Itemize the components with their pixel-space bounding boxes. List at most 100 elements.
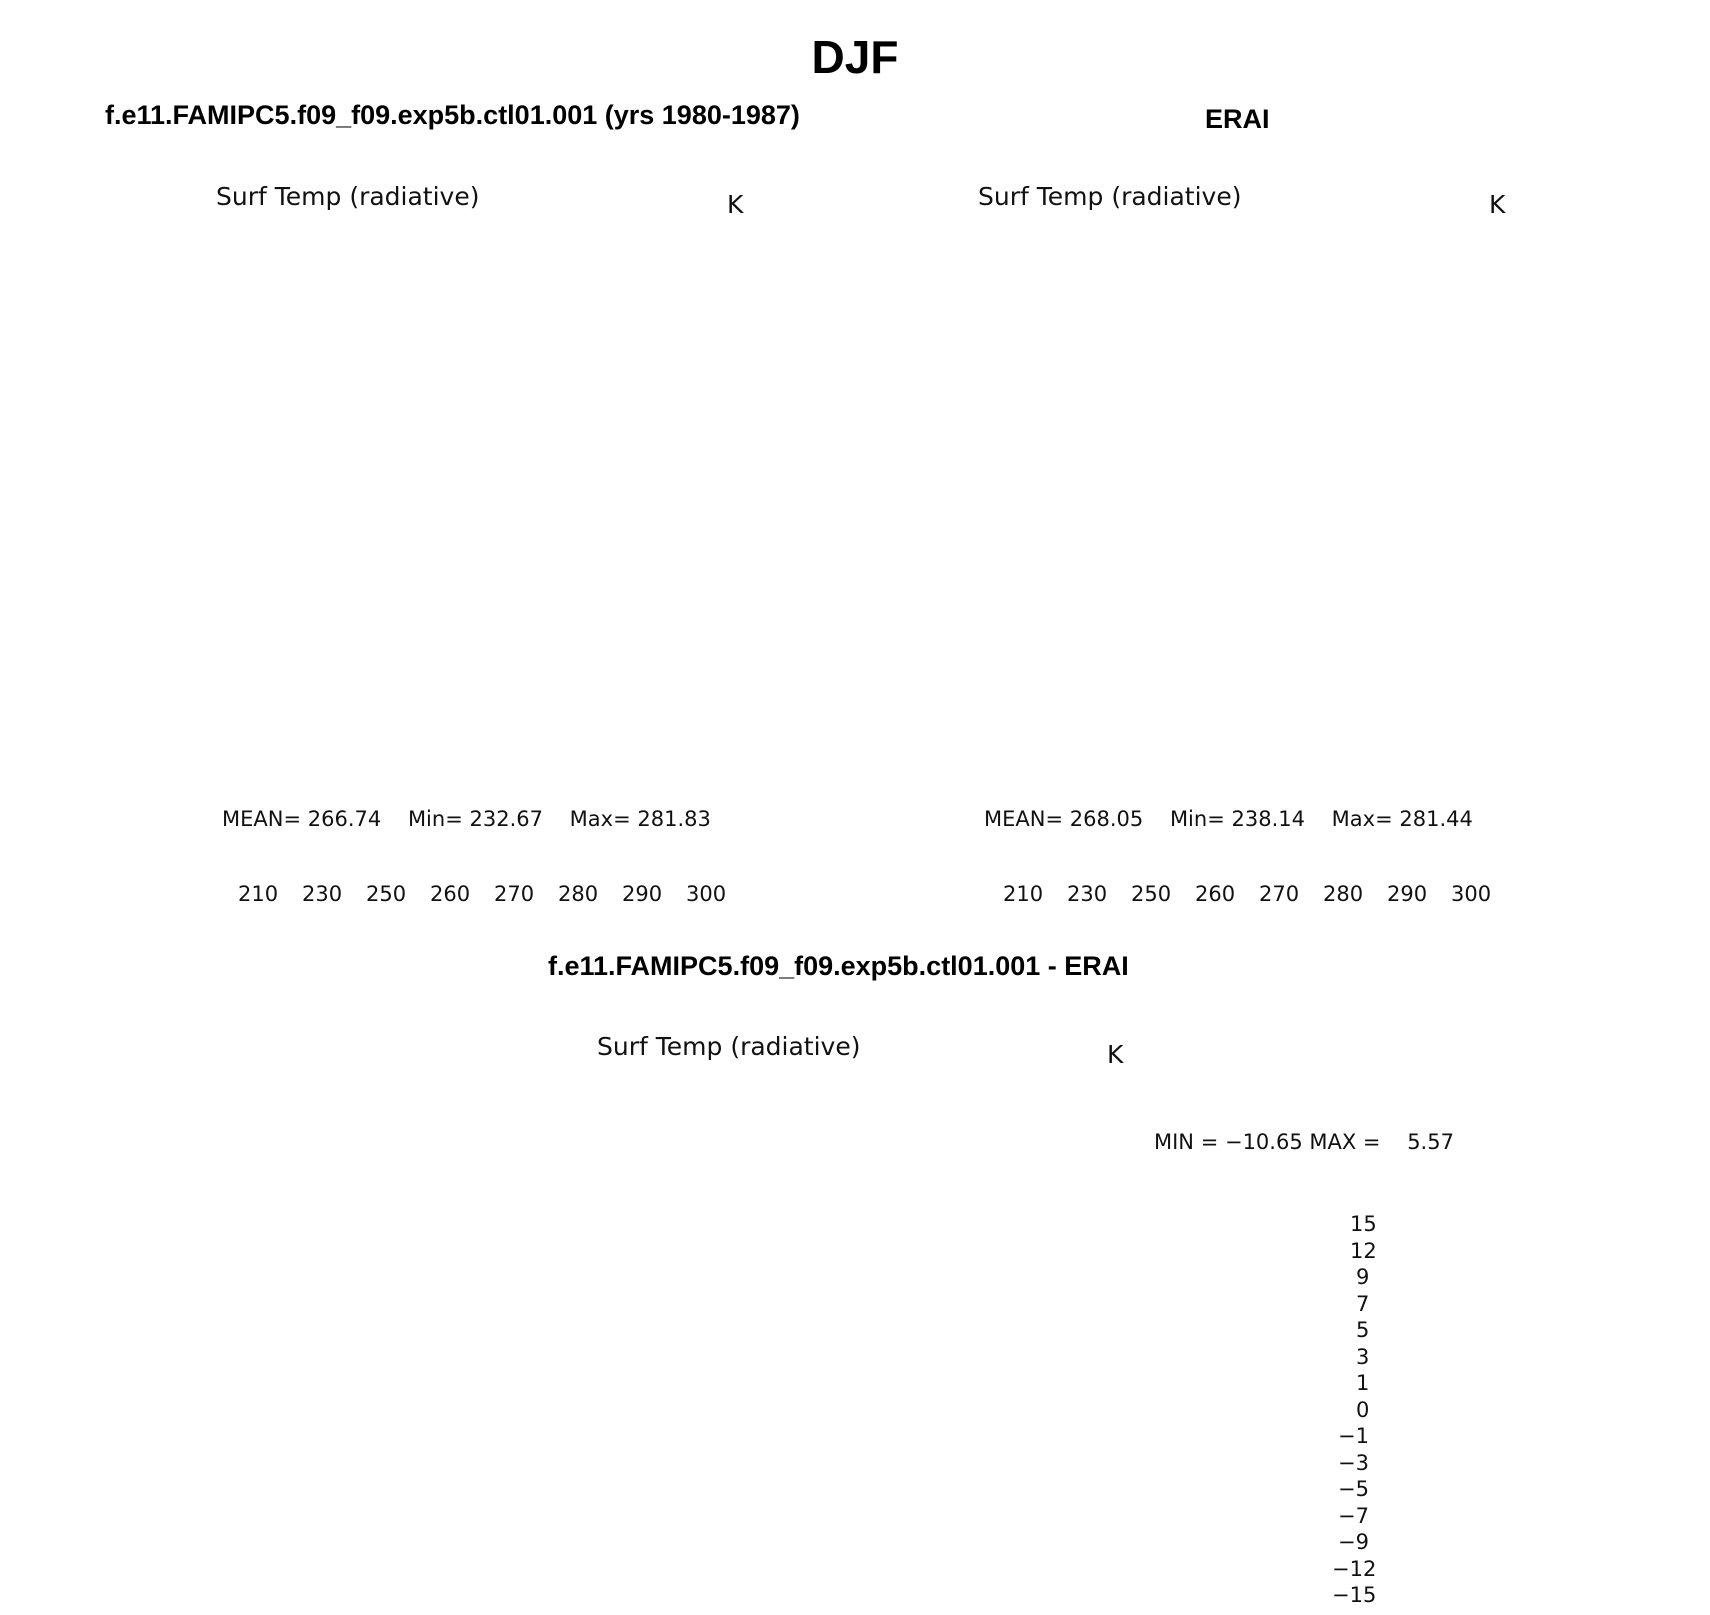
colorbar-swatch	[610, 848, 644, 875]
panel2-tick: 210	[1003, 882, 1044, 906]
panel2-antarctica-zone-250	[1207, 390, 1379, 609]
panel2-map	[984, 243, 1508, 767]
panel3-tick: 12	[1350, 1239, 1377, 1263]
panel2-min-label: Min=	[1169, 807, 1225, 831]
colorbar-swatch	[1272, 1580, 1332, 1607]
panel2-tick: 290	[1387, 882, 1428, 906]
panel2-antarctica-zone-255	[1151, 382, 1392, 622]
panel3-antarctica-zone-m1	[694, 1209, 1038, 1479]
panel3-colorbar	[1272, 1199, 1332, 1607]
colorbar-swatch	[1272, 1402, 1332, 1429]
panel3-tick: −12	[1332, 1557, 1377, 1581]
panel3-map-border	[603, 1095, 1129, 1615]
colorbar-swatch	[991, 848, 1025, 875]
panel2-ocean-band	[992, 245, 1503, 730]
panel3-tick: 0	[1356, 1398, 1370, 1422]
panel1-coastline	[311, 360, 660, 650]
panel1-min-value: 232.67	[469, 807, 543, 831]
panel3-peninsula-negative	[700, 1240, 790, 1297]
colorbar-swatch	[1183, 848, 1217, 875]
colorbar-swatch	[1272, 1504, 1332, 1531]
panel3-antarctica-zone-m3	[711, 1223, 1019, 1466]
colorbar-swatch	[1023, 848, 1057, 875]
colorbar-swatch	[1343, 848, 1377, 875]
colorbar-swatch	[1272, 1554, 1332, 1582]
panel1-ocean-band	[230, 245, 741, 730]
colorbar-swatch	[514, 848, 548, 875]
panel3-interior-min	[855, 1300, 875, 1360]
panel1-stats: MEAN= 266.74 Min= 232.67 Max= 281.83	[222, 807, 711, 831]
panel3-ocean-negative-west	[604, 1147, 700, 1240]
colorbar-swatch	[1311, 848, 1345, 875]
panel2-tick: 230	[1067, 882, 1108, 906]
panel2-mean-label: MEAN=	[984, 807, 1064, 831]
panel3-tick: −15	[1332, 1583, 1377, 1607]
panel2-max-value: 281.44	[1399, 807, 1473, 831]
panel3-tick: −1	[1338, 1424, 1369, 1448]
panel3-coastline	[693, 1213, 1042, 1503]
colorbar-swatch	[1279, 848, 1313, 875]
panel2-header: ERAI	[1205, 104, 1270, 134]
panel2-antarctica-coastal	[1107, 361, 1421, 649]
colorbar-swatch	[450, 848, 484, 875]
panel1-map	[222, 243, 746, 767]
panel1-antarctica-zone-260	[361, 374, 643, 634]
panel1-units-label: K	[727, 190, 744, 219]
panel2-mean-value: 268.05	[1069, 807, 1144, 831]
panel1-peninsula	[312, 378, 360, 430]
panel2-coastline	[1073, 360, 1422, 650]
panel1-antarctica-zone-255	[424, 385, 627, 620]
panel3-header: f.e11.FAMIPC5.f09_f09.exp5b.ctl01.001 - …	[548, 951, 1129, 981]
panel3-tick: −9	[1338, 1530, 1369, 1554]
panel3-tick: 7	[1356, 1292, 1370, 1316]
colorbar-swatch	[1247, 848, 1281, 875]
panel2-tick: 280	[1323, 882, 1364, 906]
colorbar-swatch	[1272, 1377, 1332, 1404]
panel1-antarctica-coastal	[345, 361, 659, 649]
colorbar-swatch	[418, 848, 452, 875]
colorbar-swatch	[290, 848, 324, 875]
panel3-variable-label: Surf Temp (radiative)	[597, 1032, 861, 1061]
colorbar-swatch	[1272, 1351, 1332, 1379]
panel1-ocean-hotspot-south	[400, 753, 580, 767]
panel2-units-label: K	[1489, 190, 1506, 219]
colorbar-swatch	[226, 848, 260, 875]
panel1-mean-label: MEAN=	[222, 807, 302, 831]
panel3-map	[604, 1096, 1128, 1615]
panel3-tick: 15	[1350, 1212, 1377, 1236]
panel1-tick: 210	[238, 882, 279, 906]
panel1-antarctica-zone-250	[450, 395, 610, 605]
panel2-tick: 250	[1131, 882, 1172, 906]
panel1-tick: 250	[366, 882, 407, 906]
panel3-tick: −3	[1338, 1451, 1369, 1475]
colorbar-swatch	[1471, 848, 1505, 875]
colorbar-swatch	[1375, 848, 1409, 875]
panel2-tick: 300	[1451, 882, 1492, 906]
colorbar-swatch	[1272, 1453, 1332, 1480]
colorbar-swatch	[1272, 1224, 1332, 1252]
colorbar-swatch	[674, 848, 708, 875]
colorbar-swatch	[386, 848, 420, 875]
panel1-max-label: Max=	[569, 807, 631, 831]
figure-title: DJF	[811, 31, 899, 83]
panel1-min-label: Min=	[407, 807, 463, 831]
panel3-tick: 1	[1356, 1371, 1370, 1395]
panel2-min-value: 238.14	[1231, 807, 1305, 831]
colorbar-swatch	[1407, 848, 1441, 875]
colorbar-swatch	[1215, 848, 1249, 875]
panel2-antarctica-zone-260	[1123, 374, 1405, 634]
panel1-colorbar	[226, 848, 740, 875]
panel1-ocean-hotspot	[230, 380, 250, 480]
colorbar-swatch	[482, 848, 516, 875]
colorbar-swatch	[1151, 848, 1185, 875]
panel2-map-border	[983, 242, 1509, 768]
colorbar-swatch	[546, 848, 580, 875]
panel1-max-value: 281.83	[637, 807, 711, 831]
panel2-max-label: Max=	[1331, 807, 1393, 831]
colorbar-swatch	[1272, 1478, 1332, 1505]
colorbar-swatch	[322, 848, 356, 875]
colorbar-swatch	[1272, 1326, 1332, 1353]
panel1-antarctica-interior	[473, 404, 595, 587]
panel3-ocean-positive	[604, 1096, 1128, 1615]
panel3-tick: −5	[1338, 1477, 1369, 1501]
